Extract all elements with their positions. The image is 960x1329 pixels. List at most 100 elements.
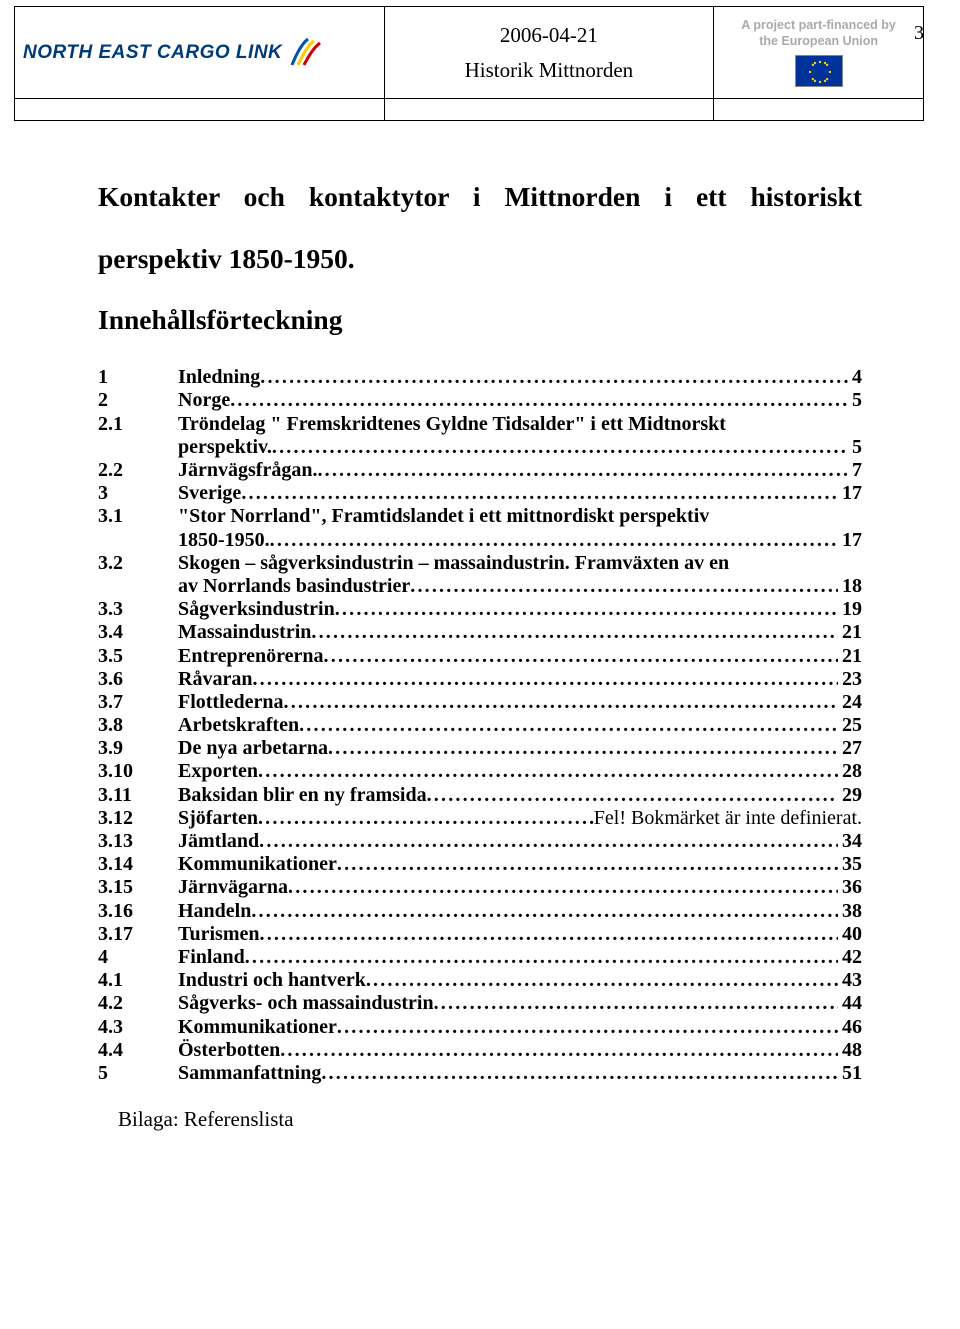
eu-flag-icon <box>795 55 843 87</box>
toc-text: Kommunikationer <box>178 853 337 876</box>
toc-leader <box>366 969 838 992</box>
toc-page: 19 <box>838 598 862 621</box>
toc-text: Sjöfarten <box>178 807 258 830</box>
toc-page: 40 <box>838 923 862 946</box>
toc-num: 3.1 <box>98 505 178 528</box>
eu-line1: A project part-financed by <box>722 18 915 34</box>
toc-leader <box>259 830 838 853</box>
toc-page: 29 <box>838 784 862 807</box>
header-empty-2 <box>384 99 714 121</box>
toc-text: Sverige <box>178 482 241 505</box>
toc-continuation: av Norrlands basindustrier <box>98 575 410 598</box>
toc-leader <box>272 436 848 459</box>
toc-row: 3.9De nya arbetarna 27 <box>98 737 862 760</box>
toc-leader <box>321 1062 838 1085</box>
toc-num: 3.16 <box>98 900 178 923</box>
toc-num: 4.4 <box>98 1039 178 1062</box>
toc-text: Skogen – sågverksindustrin – massaindust… <box>178 552 729 575</box>
toc-page: 27 <box>838 737 862 760</box>
toc-num: 3.9 <box>98 737 178 760</box>
toc-row: 3.6Råvaran23 <box>98 668 862 691</box>
toc-text: Massaindustrin <box>178 621 311 644</box>
toc-num: 2.1 <box>98 413 178 436</box>
toc-text: Kommunikationer <box>178 1016 337 1039</box>
toc-num: 1 <box>98 366 178 389</box>
toc-page: 34 <box>838 830 862 853</box>
toc-row: 4Finland42 <box>98 946 862 969</box>
toc-num: 3 <box>98 482 178 505</box>
toc-num: 4.1 <box>98 969 178 992</box>
toc-page: 48 <box>838 1039 862 1062</box>
toc-continuation: perspektiv. <box>98 436 272 459</box>
toc-leader <box>258 760 838 783</box>
toc-leader <box>337 853 838 876</box>
toc-leader <box>335 598 838 621</box>
toc-row: 3.13Jämtland34 <box>98 830 862 853</box>
toc-leader <box>410 575 838 598</box>
toc-num: 3.4 <box>98 621 178 644</box>
toc-text: Turismen <box>178 923 260 946</box>
toc-leader <box>270 529 838 552</box>
toc-row: 3.7Flottlederna24 <box>98 691 862 714</box>
toc-row: 4.3Kommunikationer46 <box>98 1016 862 1039</box>
toc-row: 3.1"Stor Norrland", Framtidslandet i ett… <box>98 505 862 528</box>
toc-text: Järnvägarna <box>178 876 288 899</box>
toc-page: 51 <box>838 1062 862 1085</box>
toc-row: 3.4Massaindustrin21 <box>98 621 862 644</box>
toc-row: 3Sverige17 <box>98 482 862 505</box>
eu-cell: A project part-financed by the European … <box>714 7 924 99</box>
toc-num: 3.7 <box>98 691 178 714</box>
toc-row: 2.2Järnvägsfrågan.7 <box>98 459 862 482</box>
toc-text: Handeln <box>178 900 251 923</box>
toc-num: 4.3 <box>98 1016 178 1039</box>
toc-text: Arbetskraften <box>178 714 299 737</box>
toc-page: 4 <box>848 366 862 389</box>
toc-num: 4.2 <box>98 992 178 1015</box>
toc-text: Sågverksindustrin <box>178 598 335 621</box>
toc-leader <box>241 482 838 505</box>
toc-row: av Norrlands basindustrier 18 <box>98 575 862 598</box>
toc-leader <box>311 621 838 644</box>
toc-leader <box>324 645 838 668</box>
header-empty-3 <box>714 99 924 121</box>
header-subtitle: Historik Mittnorden <box>393 58 706 83</box>
toc-page: 24 <box>838 691 862 714</box>
toc-row: 2Norge5 <box>98 389 862 412</box>
toc-page: 5 <box>848 436 862 459</box>
toc-num: 3.13 <box>98 830 178 853</box>
toc-page: 28 <box>838 760 862 783</box>
toc-text: Exporten <box>178 760 258 783</box>
toc-page: 18 <box>838 575 862 598</box>
toc-leader <box>299 714 838 737</box>
toc-page: 44 <box>838 992 862 1015</box>
toc-row: 3.12Sjöfarten Fel! Bokmärket är inte def… <box>98 807 862 830</box>
logo-text: NORTH EAST CARGO LINK <box>23 42 282 64</box>
toc-page: 43 <box>838 969 862 992</box>
toc-leader <box>280 1039 838 1062</box>
toc-leader <box>288 876 838 899</box>
toc-leader <box>317 459 848 482</box>
toc-text: Råvaran <box>178 668 252 691</box>
toc-page: 21 <box>838 645 862 668</box>
toc-row: 3.16Handeln38 <box>98 900 862 923</box>
toc-text: De nya arbetarna <box>178 737 328 760</box>
toc-row: 3.11Baksidan blir en ny framsida29 <box>98 784 862 807</box>
toc-num: 2.2 <box>98 459 178 482</box>
header-date: 2006-04-21 <box>500 23 598 47</box>
toc-text: Baksidan blir en ny framsida <box>178 784 427 807</box>
date-cell: 2006-04-21 Historik Mittnorden <box>384 7 714 99</box>
toc-num: 3.14 <box>98 853 178 876</box>
toc-page: 5 <box>848 389 862 412</box>
toc-num: 3.12 <box>98 807 178 830</box>
toc-leader <box>434 992 838 1015</box>
toc-num: 3.17 <box>98 923 178 946</box>
toc-row: 3.3Sågverksindustrin19 <box>98 598 862 621</box>
toc-text: Tröndelag " Fremskridtenes Gyldne Tidsal… <box>178 413 726 436</box>
toc-page: 36 <box>838 876 862 899</box>
toc-text: Norge <box>178 389 230 412</box>
toc-row: 3.17Turismen 40 <box>98 923 862 946</box>
toc-text: Entreprenörerna <box>178 645 324 668</box>
doc-title-line1: Kontakter och kontaktytor i Mittnorden i… <box>98 181 862 213</box>
toc-num: 5 <box>98 1062 178 1085</box>
toc-heading: Innehållsförteckning <box>98 304 862 336</box>
